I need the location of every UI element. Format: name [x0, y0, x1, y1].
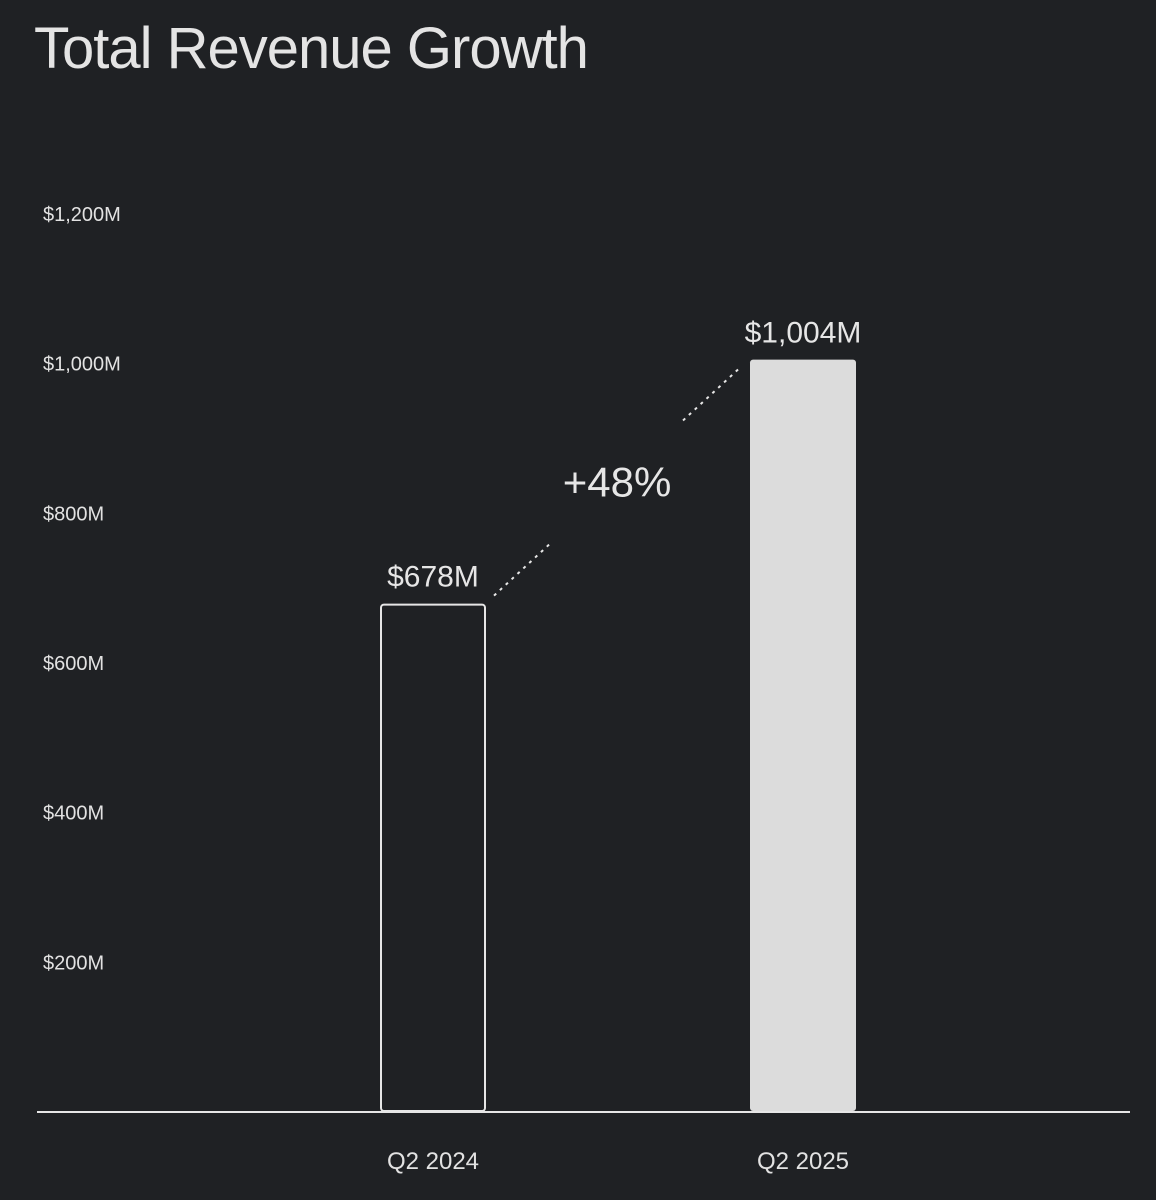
bar-value-label: $678M: [387, 561, 479, 594]
x-axis-labels: Q2 2024 Q2 2025: [387, 1148, 849, 1175]
growth-connector-segment: [493, 542, 552, 597]
y-tick-label: $1,000M: [43, 354, 121, 376]
y-tick-label: $1,200M: [43, 204, 121, 226]
bar-q2-2024: [380, 603, 486, 1112]
bars: $678M $1,004M: [380, 317, 862, 1112]
growth-connector: +48%: [493, 366, 741, 597]
x-category-label: Q2 2024: [387, 1148, 479, 1175]
x-category-label: Q2 2025: [757, 1148, 849, 1175]
y-tick-label: $600M: [43, 653, 104, 675]
page-title: Total Revenue Growth: [34, 16, 589, 81]
y-tick-label: $200M: [43, 952, 104, 974]
y-axis-ticks: $200M $400M $600M $800M $1,000M $1,200M: [43, 204, 121, 974]
y-tick-label: $400M: [43, 803, 104, 825]
bar-value-label: $1,004M: [745, 317, 862, 350]
growth-connector-segment: [682, 366, 741, 422]
growth-percentage-label: +48%: [563, 459, 672, 506]
bar-q2-2025: [750, 359, 856, 1111]
y-tick-label: $800M: [43, 503, 104, 525]
